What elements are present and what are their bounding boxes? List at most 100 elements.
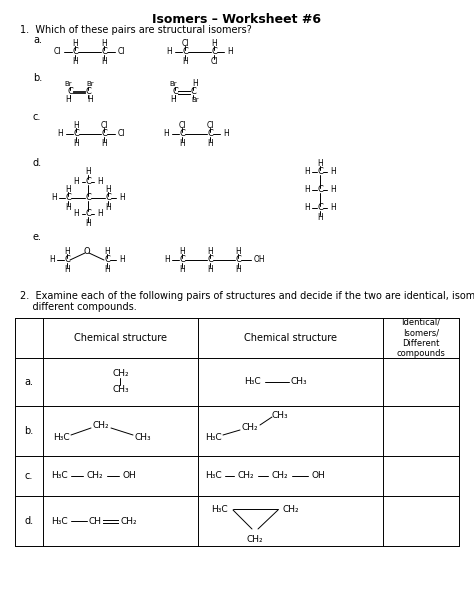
Text: C: C (211, 47, 217, 56)
Text: e.: e. (33, 232, 42, 242)
Text: Br: Br (191, 97, 199, 103)
Text: Br: Br (169, 81, 177, 87)
Text: Chemical structure: Chemical structure (74, 333, 167, 343)
Text: Isomers – Worksheet #6: Isomers – Worksheet #6 (153, 13, 321, 26)
Text: H: H (85, 219, 91, 229)
Text: Chemical structure: Chemical structure (244, 333, 337, 343)
Text: C: C (64, 256, 70, 264)
Text: C: C (72, 47, 78, 56)
Text: CH₃: CH₃ (135, 433, 151, 441)
Text: CH₂: CH₂ (272, 471, 288, 481)
Text: H: H (57, 129, 63, 139)
Text: C: C (85, 178, 91, 186)
Text: H: H (101, 139, 107, 148)
Text: H: H (304, 167, 310, 177)
Text: Cl: Cl (54, 47, 61, 56)
Text: H: H (65, 185, 71, 194)
Text: H: H (182, 56, 188, 66)
Text: different compounds.: different compounds. (20, 302, 137, 312)
Text: CH₃: CH₃ (272, 411, 288, 419)
Text: H: H (64, 264, 70, 273)
Text: H: H (235, 246, 241, 256)
Text: H₃C: H₃C (205, 471, 221, 481)
Text: H: H (119, 194, 125, 202)
Text: H: H (65, 202, 71, 211)
Text: H: H (65, 96, 71, 104)
Text: OH: OH (254, 256, 265, 264)
Text: C: C (207, 129, 213, 139)
Text: OH: OH (122, 471, 136, 481)
Text: C: C (179, 256, 185, 264)
Text: H: H (179, 139, 185, 148)
Text: H: H (87, 96, 93, 104)
Text: O: O (84, 248, 91, 256)
Text: H: H (317, 159, 323, 167)
Text: OH: OH (311, 471, 325, 481)
Text: H: H (170, 96, 176, 104)
Text: H: H (179, 264, 185, 273)
Text: H₃C: H₃C (53, 433, 69, 441)
Text: H₃C: H₃C (244, 378, 261, 387)
Text: H: H (235, 264, 241, 273)
Text: H: H (73, 121, 79, 129)
Text: C: C (235, 256, 241, 264)
Text: H: H (179, 246, 185, 256)
Text: H: H (51, 194, 57, 202)
Text: C: C (207, 256, 213, 264)
Text: C: C (85, 88, 91, 96)
Text: Cl: Cl (181, 39, 189, 47)
Text: H₃C: H₃C (205, 433, 221, 441)
Text: Br: Br (86, 81, 94, 87)
Text: H: H (207, 246, 213, 256)
Text: H: H (192, 80, 198, 88)
Text: H: H (330, 186, 336, 194)
Text: c.: c. (33, 112, 41, 122)
Text: H: H (64, 246, 70, 256)
Text: C: C (317, 186, 323, 194)
Text: C: C (182, 47, 188, 56)
Text: Cl: Cl (118, 47, 126, 56)
Text: H: H (304, 204, 310, 213)
Text: CH₂: CH₂ (93, 421, 109, 430)
Text: C: C (73, 129, 79, 139)
Text: b.: b. (33, 73, 42, 83)
Text: H: H (49, 256, 55, 264)
Text: H: H (73, 210, 79, 218)
Text: CH₂: CH₂ (246, 535, 264, 544)
Text: CH₃: CH₃ (291, 378, 307, 387)
Text: 1.  Which of these pairs are structural isomers?: 1. Which of these pairs are structural i… (20, 25, 252, 35)
Text: a.: a. (33, 35, 42, 45)
Text: H: H (72, 39, 78, 47)
Text: c.: c. (25, 471, 33, 481)
Text: C: C (317, 204, 323, 213)
Text: H: H (97, 178, 103, 186)
Text: C: C (67, 88, 73, 96)
Text: C: C (101, 47, 107, 56)
Text: C: C (105, 194, 111, 202)
Text: H: H (166, 47, 172, 56)
Text: b.: b. (24, 426, 34, 436)
Text: Cl: Cl (118, 129, 126, 139)
Text: CH₂: CH₂ (283, 504, 300, 514)
Text: C: C (172, 88, 178, 96)
Text: CH₂: CH₂ (87, 471, 103, 481)
Text: a.: a. (25, 377, 34, 387)
Text: H: H (105, 185, 111, 194)
Text: H: H (72, 56, 78, 66)
Text: Identical/
Isomers/
Different
compounds: Identical/ Isomers/ Different compounds (397, 318, 446, 358)
Text: CH₂: CH₂ (112, 370, 129, 378)
Text: CH₂: CH₂ (242, 422, 258, 432)
Text: Cl: Cl (210, 56, 218, 66)
Text: H: H (207, 264, 213, 273)
Text: d.: d. (25, 516, 34, 526)
Text: CH₂: CH₂ (237, 471, 255, 481)
Text: Br: Br (64, 81, 72, 87)
Text: C: C (101, 129, 107, 139)
Text: H: H (223, 129, 229, 139)
Text: C: C (317, 167, 323, 177)
Text: H: H (330, 204, 336, 213)
Text: H: H (163, 129, 169, 139)
Text: CH: CH (89, 517, 101, 525)
Text: C: C (85, 194, 91, 202)
Text: H: H (104, 264, 110, 273)
